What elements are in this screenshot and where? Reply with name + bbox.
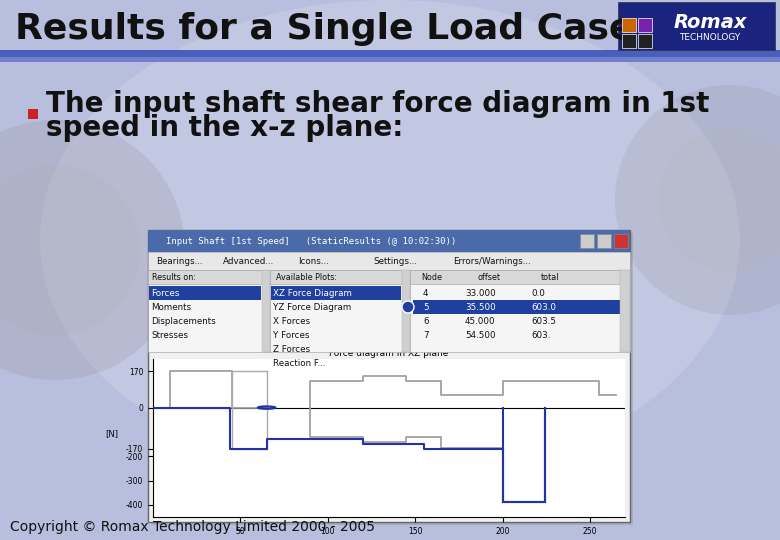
Text: Results on:: Results on: — [152, 273, 196, 281]
Bar — [148, 230, 630, 252]
Text: Y Forces: Y Forces — [273, 330, 310, 340]
Bar — [262, 270, 270, 352]
Text: Bearings...: Bearings... — [156, 256, 203, 266]
Text: 4: 4 — [423, 288, 428, 298]
Bar — [622, 34, 636, 48]
Text: Stresses: Stresses — [151, 330, 188, 340]
Bar — [148, 252, 630, 270]
Text: 33.000: 33.000 — [465, 288, 496, 298]
Bar — [149, 286, 261, 300]
Bar — [413, 300, 628, 314]
Text: 54.500: 54.500 — [465, 330, 495, 340]
Bar — [638, 34, 652, 48]
Bar — [638, 18, 652, 32]
Bar — [622, 18, 636, 32]
Text: Settings...: Settings... — [373, 256, 417, 266]
FancyBboxPatch shape — [151, 233, 633, 525]
Text: Node: Node — [421, 273, 442, 281]
Text: Moments: Moments — [151, 302, 191, 312]
Bar — [148, 270, 630, 352]
Bar — [0, 50, 780, 57]
Bar — [402, 270, 410, 352]
Text: X Forces: X Forces — [273, 316, 310, 326]
Bar — [28, 109, 38, 119]
Text: 0.0: 0.0 — [531, 288, 545, 298]
FancyBboxPatch shape — [148, 230, 630, 522]
Text: Results for a Single Load Case: Results for a Single Load Case — [15, 12, 633, 46]
Text: Romax: Romax — [673, 12, 746, 31]
Bar — [271, 286, 401, 300]
Text: Reaction F...: Reaction F... — [273, 359, 325, 368]
Text: XZ Force Diagram: XZ Force Diagram — [273, 288, 352, 298]
Text: speed in the x-z plane:: speed in the x-z plane: — [46, 114, 403, 142]
Text: Forces: Forces — [151, 288, 179, 298]
Text: YZ Force Diagram: YZ Force Diagram — [273, 302, 351, 312]
Text: 603.5: 603.5 — [531, 316, 556, 326]
Text: Advanced...: Advanced... — [223, 256, 275, 266]
Circle shape — [0, 120, 185, 380]
Text: 45.000: 45.000 — [465, 316, 495, 326]
Text: Input Shaft [1st Speed]   (StaticResults (@ 10:02:30)): Input Shaft [1st Speed] (StaticResults (… — [166, 237, 456, 246]
Text: 603.0: 603.0 — [531, 302, 556, 312]
Text: Copyright © Romax Technology Limited 2000 - 2005: Copyright © Romax Technology Limited 200… — [10, 520, 375, 534]
Text: TECHNOLOGY: TECHNOLOGY — [679, 32, 741, 42]
Circle shape — [402, 301, 414, 313]
Text: Icons...: Icons... — [298, 256, 328, 266]
Bar — [0, 57, 780, 62]
Text: 6: 6 — [423, 316, 428, 326]
Bar — [580, 234, 594, 248]
Text: total: total — [541, 273, 559, 281]
Text: Z Forces: Z Forces — [273, 345, 310, 354]
Bar — [597, 234, 611, 248]
Text: 5: 5 — [423, 302, 429, 312]
Text: The input shaft shear force diagram in 1st: The input shaft shear force diagram in 1… — [46, 90, 709, 118]
Bar — [148, 270, 630, 284]
Circle shape — [0, 165, 140, 335]
Text: 7: 7 — [423, 330, 429, 340]
Text: Displacements: Displacements — [151, 316, 216, 326]
Text: 603.: 603. — [531, 330, 551, 340]
Text: offset: offset — [478, 273, 501, 281]
Text: Available Plots:: Available Plots: — [276, 273, 337, 281]
Ellipse shape — [40, 0, 740, 480]
Bar — [614, 234, 628, 248]
Circle shape — [615, 85, 780, 315]
Text: 35.500: 35.500 — [465, 302, 496, 312]
FancyBboxPatch shape — [618, 2, 775, 50]
Bar — [620, 270, 630, 352]
Circle shape — [658, 128, 780, 272]
Text: Errors/Warnings...: Errors/Warnings... — [453, 256, 530, 266]
